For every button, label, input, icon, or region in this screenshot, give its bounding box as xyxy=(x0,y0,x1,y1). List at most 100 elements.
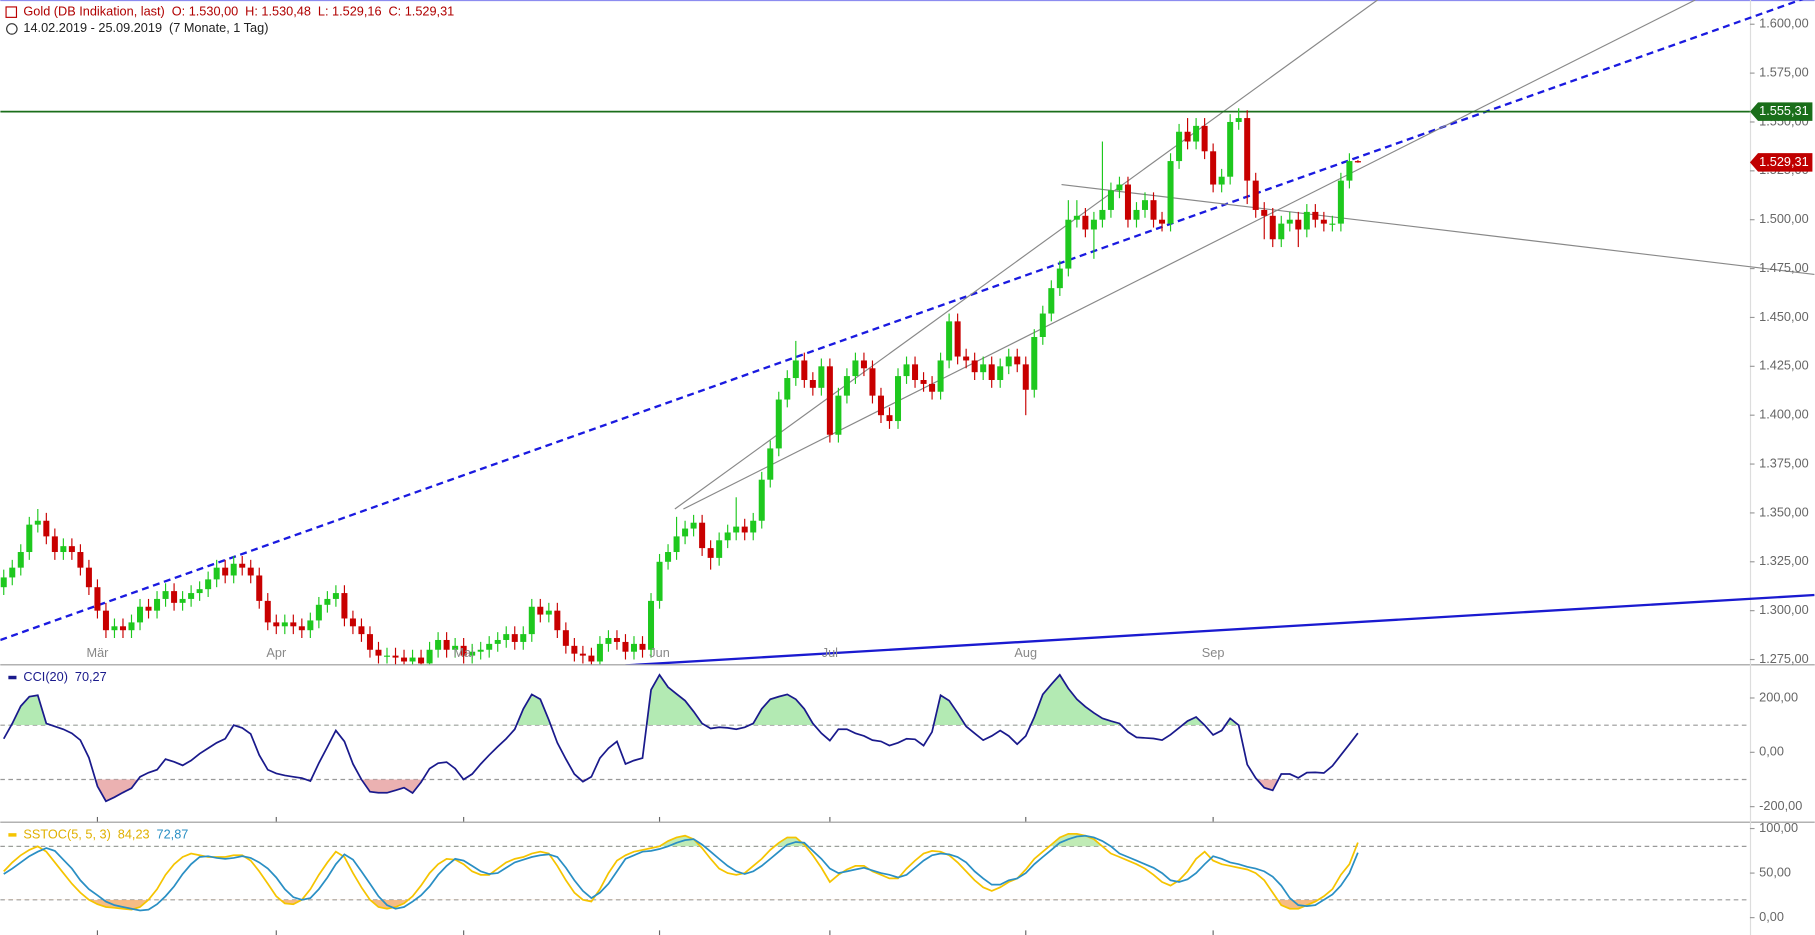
y-tick-label: 1.325,00 xyxy=(1759,553,1809,568)
candle-body xyxy=(1107,190,1114,210)
candle-body xyxy=(324,598,331,605)
candle-body xyxy=(1320,219,1327,224)
candle-body xyxy=(162,591,169,599)
price-tag-label: 1.529,31 xyxy=(1759,154,1809,169)
candle-body xyxy=(1295,219,1302,230)
candle-body xyxy=(256,575,263,601)
candle-body xyxy=(579,653,586,656)
candle-body xyxy=(1022,364,1029,390)
candle-body xyxy=(94,587,101,611)
candle-body xyxy=(1176,131,1183,162)
candle-body xyxy=(349,618,356,627)
y-tick-label: -200,00 xyxy=(1759,798,1802,813)
y-tick-label: 200,00 xyxy=(1759,689,1798,704)
candle-body xyxy=(1210,151,1217,185)
candle-body xyxy=(690,522,697,529)
candle-body xyxy=(562,630,569,646)
ohlc-label: C: 1.529,31 xyxy=(388,4,454,19)
series-line xyxy=(3,832,1359,911)
candle-body xyxy=(1048,288,1055,314)
candle-body xyxy=(1039,313,1046,337)
candle-body xyxy=(809,380,816,388)
indicator-title: CCI(20) xyxy=(23,669,68,684)
candle-body xyxy=(630,643,637,652)
candle-body xyxy=(818,366,825,388)
price-tag xyxy=(1749,102,1813,121)
trendline xyxy=(0,0,1804,642)
candle-body xyxy=(929,383,936,392)
candle-body xyxy=(401,657,408,662)
x-tick-label: Apr xyxy=(266,645,287,660)
y-tick-label: 1.425,00 xyxy=(1759,358,1809,373)
candle-body xyxy=(869,368,876,396)
candle-body xyxy=(0,577,7,588)
candle-body xyxy=(826,366,833,435)
ohlc-label: H: 1.530,48 xyxy=(245,4,311,19)
candle-body xyxy=(656,561,663,601)
candle-body xyxy=(60,546,67,553)
candle-body xyxy=(1082,215,1089,230)
candle-body xyxy=(758,479,765,521)
y-tick-label: 1.350,00 xyxy=(1759,504,1809,519)
candle-body xyxy=(1329,223,1336,225)
candle-body xyxy=(435,639,442,650)
candle-body xyxy=(366,634,373,650)
candle-body xyxy=(68,546,75,553)
candle-body xyxy=(1099,209,1106,220)
candle-body xyxy=(1167,161,1174,224)
candle-body xyxy=(520,634,527,642)
candle-body xyxy=(85,567,92,588)
candle-body xyxy=(912,364,919,381)
candle-body xyxy=(332,593,339,599)
candle-body xyxy=(1252,180,1259,210)
candle-body xyxy=(443,639,450,650)
candle-body xyxy=(137,606,144,623)
trendline xyxy=(683,0,1696,510)
candle-body xyxy=(596,643,603,662)
candle-body xyxy=(51,536,58,553)
sstoc-legend: SSTOC(5, 5, 3) 84,23 72,87 xyxy=(8,827,188,842)
candle-body xyxy=(767,448,774,480)
candle-body xyxy=(605,638,612,644)
candle-body xyxy=(665,552,672,562)
candle-body xyxy=(648,600,655,650)
candle-body xyxy=(1346,161,1353,181)
candle-body xyxy=(1193,125,1200,142)
candle-body xyxy=(307,620,314,631)
legend-line: SSTOC(5, 5, 3) 84,23 72,87 xyxy=(23,827,188,842)
candle-body xyxy=(213,567,220,580)
candle-body xyxy=(1073,215,1080,220)
candle-body xyxy=(205,579,212,590)
period-line: 14.02.2019 - 25.09.2019 (7 Monate, 1 Tag) xyxy=(23,20,268,35)
panel xyxy=(0,832,1750,912)
header-line: Gold (DB Indikation, last) O: 1.530,00 H: … xyxy=(23,4,454,19)
candle-body xyxy=(1150,200,1157,220)
price-tag-label: 1.555,31 xyxy=(1759,103,1809,118)
y-tick-label: 1.575,00 xyxy=(1759,64,1809,79)
y-tick-label: 100,00 xyxy=(1759,820,1798,835)
candle-body xyxy=(997,366,1004,381)
candle-body xyxy=(954,321,961,357)
candle-body xyxy=(792,360,799,379)
candle-body xyxy=(341,593,348,619)
candle-body xyxy=(1354,161,1361,163)
candle-body xyxy=(358,626,365,635)
candle-body xyxy=(554,610,561,631)
candle-body xyxy=(392,655,399,658)
panel xyxy=(0,673,1750,803)
y-tick-label: 1.600,00 xyxy=(1759,16,1809,31)
candle-body xyxy=(298,626,305,631)
ohlc-label: L: 1.529,16 xyxy=(318,4,382,19)
cci-legend: CCI(20) 70,27 xyxy=(8,669,107,684)
candle-body xyxy=(469,651,476,656)
x-tick-label: Jul xyxy=(822,645,838,660)
x-tick-label: Sep xyxy=(1202,645,1225,660)
candle-body xyxy=(264,600,271,623)
candle-body xyxy=(784,378,791,400)
y-tick-label: 1.275,00 xyxy=(1759,651,1809,666)
candle-body xyxy=(26,524,33,553)
candle-body xyxy=(1090,219,1097,230)
candle-body xyxy=(639,643,646,650)
candle-body xyxy=(1286,219,1293,224)
